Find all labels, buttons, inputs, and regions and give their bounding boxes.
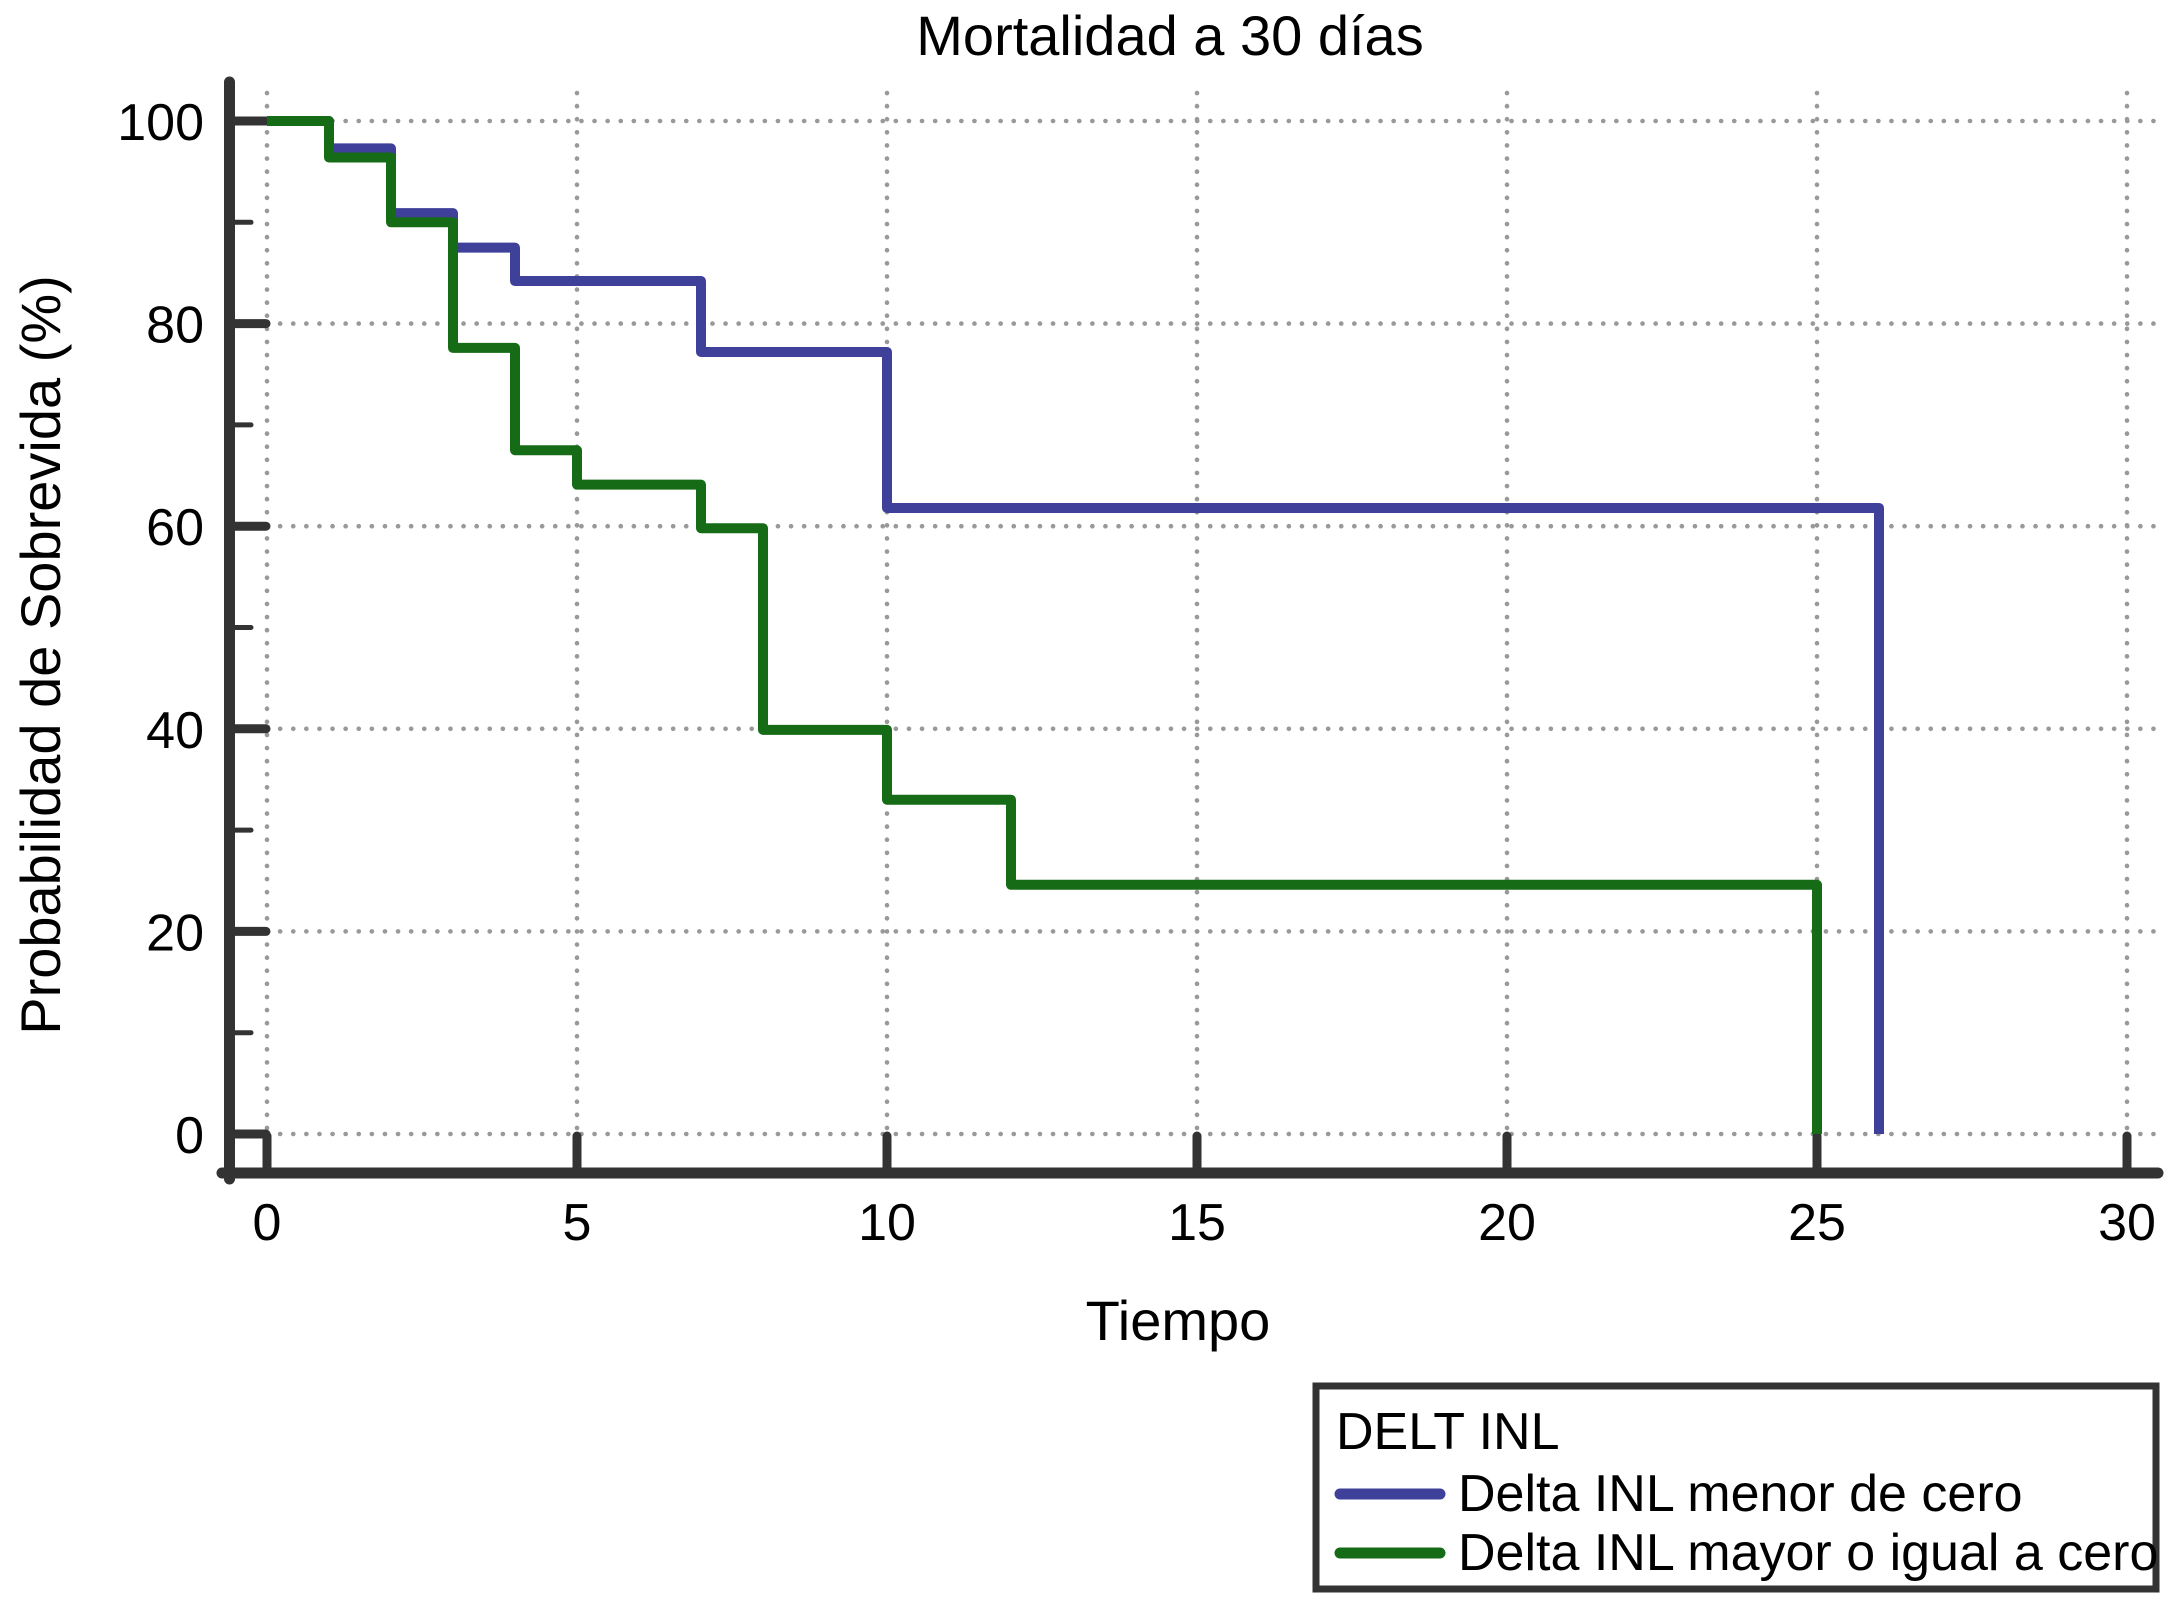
legend-item-label-blue: Delta INL menor de cero bbox=[1458, 1465, 2023, 1523]
y-tick-label-40: 40 bbox=[146, 702, 204, 760]
y-tick-label-100: 100 bbox=[117, 94, 204, 152]
x-tick-label-15: 15 bbox=[1168, 1194, 1226, 1252]
x-tick-label-25: 25 bbox=[1788, 1194, 1846, 1252]
y-tick-label-80: 80 bbox=[146, 297, 204, 355]
y-axis-label: Probabilidad de Sobrevida (%) bbox=[9, 275, 72, 1035]
x-tick-label-30: 30 bbox=[2098, 1194, 2156, 1252]
y-tick-label-60: 60 bbox=[146, 499, 204, 557]
x-tick-label-20: 20 bbox=[1478, 1194, 1536, 1252]
chart-title: Mortalidad a 30 días bbox=[916, 4, 1423, 67]
legend-title: DELT INL bbox=[1336, 1403, 1560, 1461]
x-axis-label: Tiempo bbox=[1086, 1289, 1271, 1352]
y-tick-label-20: 20 bbox=[146, 904, 204, 962]
plot-area: 0 5 10 15 20 25 30 0 20 40 60 80 100 bbox=[117, 76, 2164, 1252]
legend-box bbox=[1312, 1382, 2160, 1593]
x-tick-label-10: 10 bbox=[858, 1194, 916, 1252]
legend-item-label-green: Delta INL mayor o igual a cero bbox=[1458, 1524, 2158, 1582]
y-tick-label-0: 0 bbox=[175, 1107, 204, 1165]
series-curve-0 bbox=[267, 116, 1884, 1134]
series-curve-1 bbox=[267, 116, 1822, 1134]
x-tick-label-0: 0 bbox=[253, 1194, 282, 1252]
x-tick-label-5: 5 bbox=[563, 1194, 592, 1252]
legend: DELT INL Delta INL menor de cero Delta I… bbox=[1312, 1382, 2160, 1593]
